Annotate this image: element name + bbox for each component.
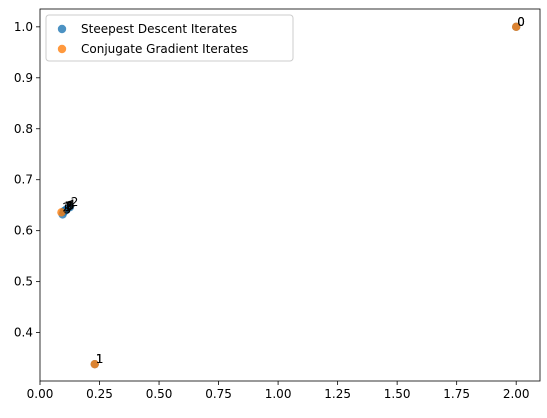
series-1-point [511, 22, 521, 32]
series-0-point-label: 1 [96, 352, 104, 366]
x-tick-label: 1.00 [265, 387, 292, 401]
x-tick-label: 1.25 [324, 387, 351, 401]
series-0-point-label: 3 [65, 200, 73, 214]
y-tick-label: 0.8 [14, 122, 33, 136]
plot-background [40, 9, 540, 381]
y-tick-label: 1.0 [14, 20, 33, 34]
series-1-point-label: 1 [96, 352, 104, 366]
y-tick-label: 0.4 [14, 326, 33, 340]
series-0-point-label: 2 [71, 195, 79, 209]
series-1-point [57, 208, 66, 217]
series-0-point-label: 5 [64, 202, 72, 216]
y-tick-label: 0.5 [14, 275, 33, 289]
marks-layer [57, 22, 521, 369]
x-tick-label: 0.25 [86, 387, 113, 401]
series-0-point-label: 0 [517, 15, 525, 29]
series-1-point-label: 2 [62, 200, 70, 214]
series-0-point-label: 7 [65, 199, 73, 213]
x-tick-label: 2.00 [503, 387, 530, 401]
x-tick-label: 0.00 [27, 387, 54, 401]
x-tick-label: 1.75 [443, 387, 470, 401]
series-0-point-label: 6 [67, 198, 75, 212]
series-0-point-label: 8 [66, 199, 74, 213]
series-0-point-label: 4 [68, 197, 76, 211]
y-tick-label: 0.7 [14, 173, 33, 187]
plot-frame [39, 8, 541, 382]
x-tick-label: 0.75 [205, 387, 232, 401]
x-tick-label: 1.50 [384, 387, 411, 401]
legend-marker [57, 44, 67, 54]
legend-entry-label: Conjugate Gradient Iterates [81, 42, 248, 56]
legend-marker [57, 24, 67, 34]
series-1-point-label: 0 [517, 15, 525, 29]
y-tick-label: 0.9 [14, 71, 33, 85]
y-tick-label: 0.6 [14, 224, 33, 238]
legend-entry-label: Steepest Descent Iterates [81, 22, 237, 36]
axes-layer: 0.00 0.25 0.50 0.75 1.00 1.25 1.50 1.75 2.000.40… [14, 20, 530, 401]
series-1-point [90, 359, 99, 369]
x-tick-label: 0.50 [146, 387, 173, 401]
legend: Steepest Descent Iterates Conjugate Gradi… [45, 14, 294, 62]
legend-box [45, 14, 294, 62]
